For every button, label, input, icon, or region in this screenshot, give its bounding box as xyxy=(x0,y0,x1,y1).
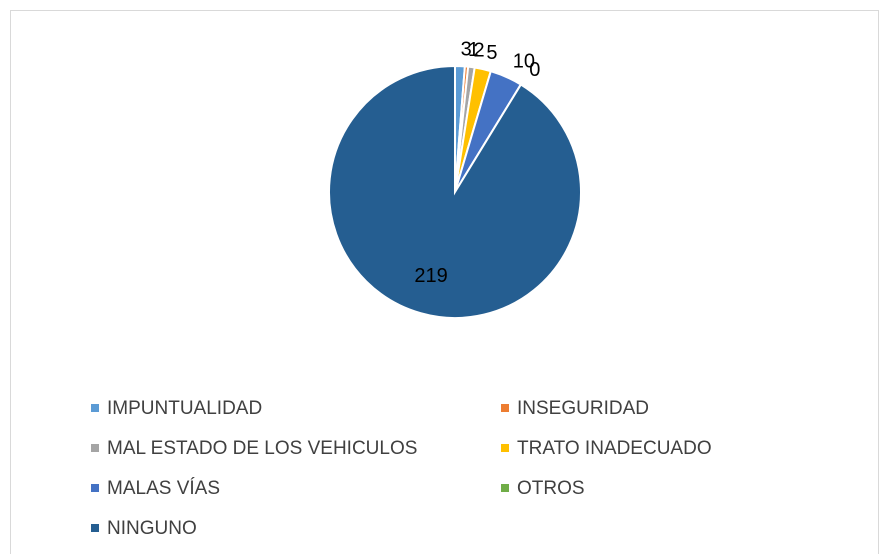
data-label: 0 xyxy=(529,59,540,81)
legend-label: OTROS xyxy=(517,478,585,499)
pie-slice xyxy=(328,64,582,319)
legend-marker xyxy=(91,484,99,492)
data-label: 2 xyxy=(474,39,485,61)
legend-label: IMPUNTUALIDAD xyxy=(107,398,262,419)
data-label: 10 xyxy=(513,51,535,73)
legend-marker xyxy=(91,404,99,412)
data-label: 1 xyxy=(468,39,479,61)
legend-marker xyxy=(91,524,99,532)
legend-label: NINGUNO xyxy=(107,518,197,539)
legend-marker xyxy=(501,484,509,492)
data-label: 5 xyxy=(486,42,497,64)
legend-label: TRATO INADECUADO xyxy=(517,438,712,459)
legend-marker xyxy=(501,404,509,412)
legend-label: MALAS VÍAS xyxy=(107,478,220,499)
legend-label: MAL ESTADO DE LOS VEHICULOS xyxy=(107,438,417,459)
legend-marker xyxy=(91,444,99,452)
legend-label: INSEGURIDAD xyxy=(517,398,649,419)
data-label: 3 xyxy=(461,38,472,60)
legend-marker xyxy=(501,444,509,452)
data-label: 219 xyxy=(414,265,447,287)
